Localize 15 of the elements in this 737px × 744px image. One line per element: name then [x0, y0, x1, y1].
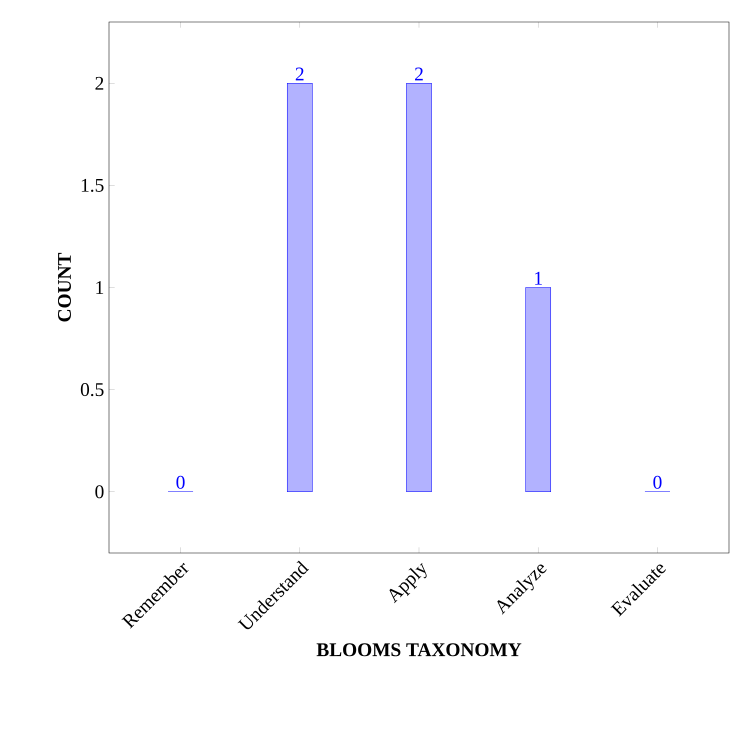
y-tick-label: 1.5 — [82, 178, 104, 192]
y-tick-label: 1 — [96, 281, 104, 294]
bar — [525, 287, 552, 492]
bar — [286, 83, 313, 492]
data-label: 2 — [296, 68, 304, 80]
y-axis-title: COUNT — [58, 252, 71, 322]
y-tick-label: 0 — [95, 485, 104, 498]
data-label: 0 — [653, 476, 662, 489]
bar — [406, 83, 432, 492]
data-label: 1 — [535, 272, 542, 285]
y-tick-label: 0.5 — [80, 383, 104, 396]
x-axis-title: BLOOMS TAXONOMY — [316, 643, 522, 656]
data-label: 2 — [415, 68, 423, 80]
data-label: 0 — [176, 476, 185, 489]
y-tick-label: 2 — [95, 76, 104, 90]
